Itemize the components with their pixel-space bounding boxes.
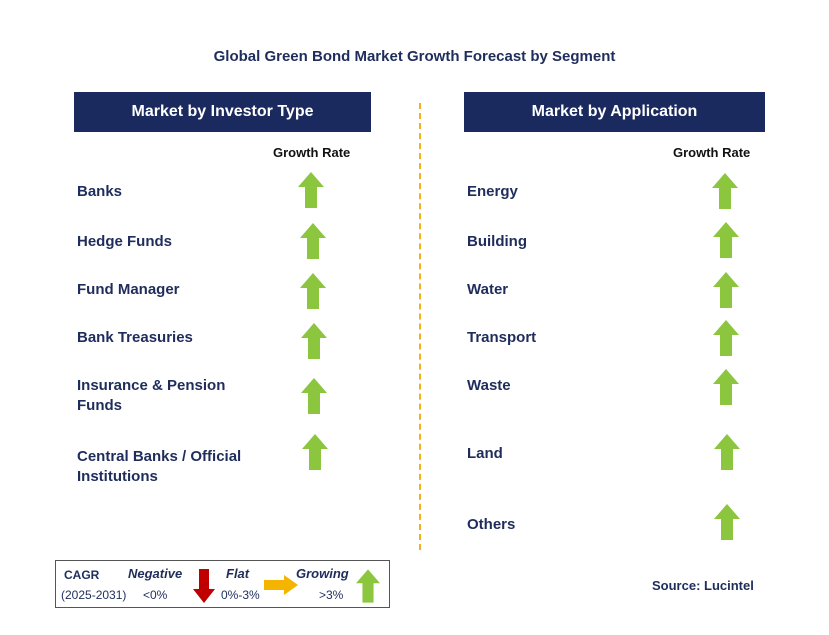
segment-label-land: Land xyxy=(467,445,503,462)
legend-negative-range: <0% xyxy=(143,588,168,602)
growing-arrow-icon xyxy=(713,272,739,308)
page-title: Global Green Bond Market Growth Forecast… xyxy=(213,48,616,65)
growing-arrow-icon xyxy=(301,378,327,414)
growing-arrow-icon xyxy=(298,172,324,208)
growing-arrow-icon xyxy=(714,434,740,470)
right-growth-rate-label: Growth Rate xyxy=(673,145,751,160)
segment-label-transport: Transport xyxy=(467,329,537,346)
growing-arrow-icon xyxy=(713,369,739,405)
segment-label-central-banks: Central Banks / Official Institutions xyxy=(77,448,242,485)
investor-type-header: Market by Investor Type xyxy=(74,92,371,132)
growing-arrow-icon xyxy=(300,273,326,309)
cagr-legend: CAGR (2025-2031) Negative <0% Flat 0%-3%… xyxy=(55,560,390,608)
segment-label-others: Others xyxy=(467,516,516,533)
segment-label-insurance-pension-funds: Insurance & Pension Funds xyxy=(77,377,226,414)
segment-label-fund-manager: Fund Manager xyxy=(77,281,180,298)
segment-label-building: Building xyxy=(467,233,527,250)
legend-flat-label: Flat xyxy=(226,566,250,581)
legend-negative-label: Negative xyxy=(128,566,183,581)
left-growth-rate-label: Growth Rate xyxy=(273,145,351,160)
growing-arrow-icon xyxy=(713,222,739,258)
legend-flat-range: 0%-3% xyxy=(221,588,260,602)
growing-arrow-icon xyxy=(713,320,739,356)
legend-growing-label: Growing xyxy=(296,566,349,581)
legend-cagr-label: CAGR xyxy=(64,568,100,582)
negative-arrow-icon xyxy=(193,569,215,603)
growing-arrow-icon xyxy=(356,569,380,603)
legend-period: (2025-2031) xyxy=(61,588,127,602)
panel-divider xyxy=(419,103,421,550)
source-credit: Source: Lucintel xyxy=(652,578,754,593)
growing-arrow-icon xyxy=(302,434,328,470)
flat-arrow-icon xyxy=(264,575,298,595)
growing-arrow-icon xyxy=(712,173,738,209)
legend-growing-range: >3% xyxy=(319,588,344,602)
application-header: Market by Application xyxy=(464,92,765,132)
segment-label-bank-treasuries: Bank Treasuries xyxy=(77,329,193,346)
segment-label-hedge-funds: Hedge Funds xyxy=(77,233,173,250)
segment-label-water: Water xyxy=(467,281,509,298)
segment-label-banks: Banks xyxy=(77,183,123,200)
segment-label-waste: Waste xyxy=(467,377,511,394)
growing-arrow-icon xyxy=(714,504,740,540)
segment-label-energy: Energy xyxy=(467,183,518,200)
growing-arrow-icon xyxy=(301,323,327,359)
growing-arrow-icon xyxy=(300,223,326,259)
